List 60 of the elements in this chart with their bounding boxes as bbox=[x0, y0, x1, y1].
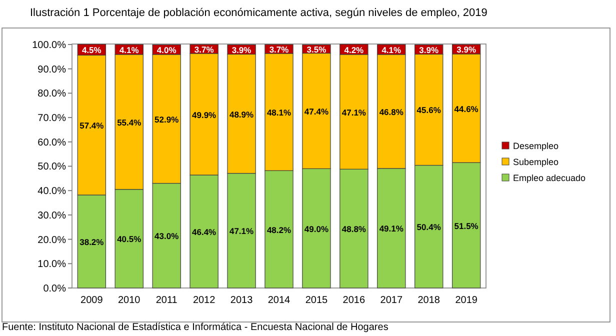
y-tick-label: 0.0% bbox=[43, 284, 66, 294]
x-tick-label: 2019 bbox=[455, 295, 478, 306]
data-label: 4.0% bbox=[156, 45, 177, 56]
data-label: 3.9% bbox=[456, 44, 476, 55]
data-label: 4.1% bbox=[119, 44, 140, 55]
data-label: 49.1% bbox=[379, 224, 404, 234]
data-label: 47.1% bbox=[342, 107, 366, 118]
data-label: 48.8% bbox=[342, 224, 366, 234]
y-tick-label: 10.0% bbox=[38, 259, 66, 270]
data-label: 57.4% bbox=[80, 120, 104, 131]
data-label: 3.5% bbox=[306, 44, 327, 54]
data-label: 52.9% bbox=[154, 114, 180, 124]
data-label: 49.9% bbox=[192, 110, 217, 120]
x-tick-label: 2015 bbox=[305, 295, 328, 306]
legend-label: Desempleo bbox=[513, 141, 559, 151]
data-label: 50.4% bbox=[416, 222, 442, 232]
data-label: 40.5% bbox=[117, 234, 142, 244]
data-label: 38.2% bbox=[80, 236, 104, 247]
data-label: 3.7% bbox=[269, 44, 290, 54]
x-tick-label: 2012 bbox=[192, 295, 216, 306]
data-label: 51.5% bbox=[454, 220, 479, 231]
data-label: 45.6% bbox=[416, 105, 442, 116]
data-label: 4.2% bbox=[344, 44, 364, 55]
data-label: 48.1% bbox=[266, 108, 292, 118]
data-label: 46.8% bbox=[379, 106, 404, 117]
x-tick-label: 2009 bbox=[80, 295, 104, 306]
data-label: 3.9% bbox=[419, 44, 439, 55]
x-tick-label: 2016 bbox=[342, 295, 366, 306]
x-tick-label: 2018 bbox=[418, 295, 440, 306]
y-tick-label: 100.0% bbox=[32, 40, 66, 51]
source-note: Fuente: Instituto Nacional de Estadística e Informática - Encuesta Nacional de Hogares bbox=[2, 322, 388, 333]
x-tick-label: 2017 bbox=[380, 295, 403, 306]
data-label: 44.6% bbox=[454, 104, 479, 114]
data-label: 4.1% bbox=[382, 44, 402, 55]
data-label: 3.9% bbox=[232, 44, 252, 55]
y-tick-label: 40.0% bbox=[38, 186, 66, 198]
data-label: 55.4% bbox=[117, 117, 142, 128]
y-tick-label: 70.0% bbox=[38, 113, 66, 124]
legend-label: Empleo adecuado bbox=[513, 173, 586, 183]
y-tick-label: 80.0% bbox=[38, 88, 66, 100]
data-label: 4.5% bbox=[82, 45, 102, 56]
data-label: 46.4% bbox=[192, 227, 217, 238]
x-tick-label: 2014 bbox=[268, 295, 291, 306]
data-label: 3.7% bbox=[194, 44, 214, 54]
y-tick-label: 30.0% bbox=[38, 210, 66, 222]
y-tick-label: 90.0% bbox=[38, 64, 66, 76]
data-label: 47.4% bbox=[304, 106, 329, 116]
x-tick-label: 2013 bbox=[230, 295, 254, 306]
y-tick-label: 20.0% bbox=[38, 234, 66, 246]
chart-title: Ilustración 1 Porcentaje de población económicamente activa, según niveles de empleo, 2019 bbox=[30, 7, 488, 19]
y-tick-label: 50.0% bbox=[38, 162, 66, 173]
y-tick-label: 60.0% bbox=[38, 137, 66, 148]
data-label: 47.1% bbox=[229, 226, 254, 236]
data-label: 48.2% bbox=[266, 224, 292, 235]
x-tick-label: 2010 bbox=[118, 295, 141, 306]
data-label: 43.0% bbox=[154, 231, 180, 242]
data-label: 49.0% bbox=[304, 224, 329, 234]
x-tick-label: 2011 bbox=[156, 295, 178, 306]
legend-label: Subempleo bbox=[513, 157, 559, 167]
data-label: 48.9% bbox=[229, 109, 254, 120]
